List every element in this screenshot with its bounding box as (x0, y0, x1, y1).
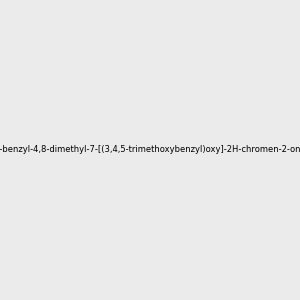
Text: 3-benzyl-4,8-dimethyl-7-[(3,4,5-trimethoxybenzyl)oxy]-2H-chromen-2-one: 3-benzyl-4,8-dimethyl-7-[(3,4,5-trimetho… (0, 146, 300, 154)
